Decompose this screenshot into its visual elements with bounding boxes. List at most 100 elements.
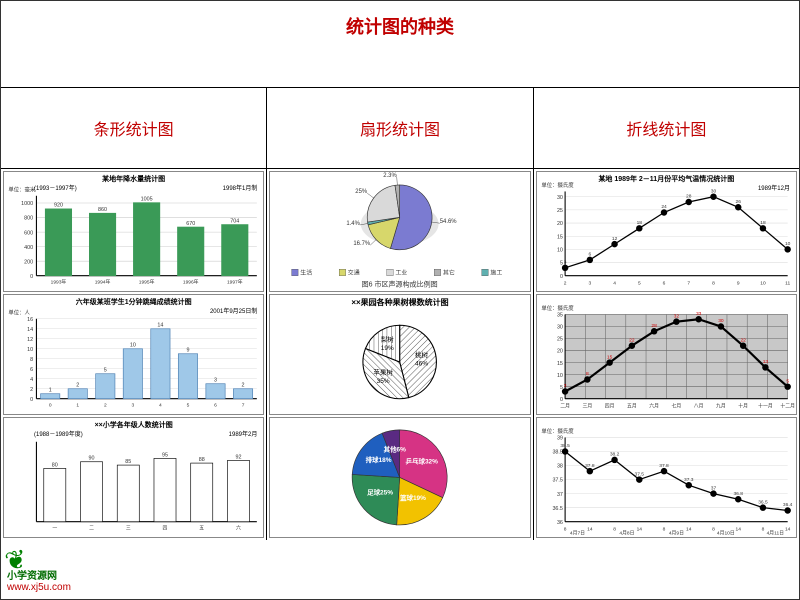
svg-text:38.5: 38.5 bbox=[552, 449, 563, 455]
svg-text:10: 10 bbox=[130, 342, 136, 348]
svg-text:4: 4 bbox=[159, 402, 162, 408]
svg-text:20: 20 bbox=[557, 349, 563, 355]
svg-text:860: 860 bbox=[98, 207, 107, 213]
svg-text:25: 25 bbox=[557, 208, 563, 214]
svg-text:2.3%: 2.3% bbox=[384, 173, 398, 179]
svg-text:7: 7 bbox=[687, 280, 690, 286]
svg-text:5: 5 bbox=[786, 378, 789, 384]
svg-text:1005: 1005 bbox=[141, 197, 153, 203]
svg-text:8: 8 bbox=[30, 357, 33, 363]
watermark-url: www.xj5u.com bbox=[7, 582, 71, 593]
svg-text:4: 4 bbox=[613, 280, 616, 286]
svg-text:四: 四 bbox=[163, 525, 168, 531]
pie-chart-2-title: ××果园各种果树棵数统计图 bbox=[270, 297, 529, 308]
svg-text:1000: 1000 bbox=[21, 201, 33, 207]
svg-text:5: 5 bbox=[104, 367, 107, 373]
svg-text:10: 10 bbox=[557, 373, 563, 379]
svg-text:六: 六 bbox=[236, 524, 241, 531]
leaf-icon: ❦ bbox=[3, 545, 29, 577]
svg-text:30: 30 bbox=[557, 324, 563, 330]
svg-text:五: 五 bbox=[199, 525, 204, 531]
line-chart-3: 3636.53737.53838.53938.537.838.237.537.8… bbox=[536, 417, 797, 538]
svg-text:4月9日: 4月9日 bbox=[668, 530, 683, 536]
svg-text:0: 0 bbox=[560, 274, 563, 280]
svg-text:16.7%: 16.7% bbox=[354, 241, 372, 247]
svg-text:6: 6 bbox=[588, 252, 591, 258]
svg-text:3: 3 bbox=[563, 259, 566, 265]
svg-text:梨树: 梨树 bbox=[381, 334, 394, 343]
svg-text:14: 14 bbox=[27, 327, 33, 333]
svg-text:24: 24 bbox=[661, 204, 667, 210]
svg-text:三: 三 bbox=[126, 525, 131, 531]
svg-text:一: 一 bbox=[52, 526, 57, 531]
line-chart-1: 某地 1989年 2－11月份平均气温情况统计图 1989年12月 051015… bbox=[536, 171, 797, 292]
svg-text:二月: 二月 bbox=[560, 403, 570, 409]
svg-text:14: 14 bbox=[157, 322, 163, 328]
svg-text:90: 90 bbox=[89, 455, 95, 461]
line-chart-2-svg: 051015202530353815222832333022135二月三月四月五… bbox=[537, 295, 796, 414]
svg-text:25%: 25% bbox=[356, 189, 369, 195]
svg-text:85: 85 bbox=[125, 459, 131, 465]
svg-text:14: 14 bbox=[735, 526, 741, 532]
svg-text:800: 800 bbox=[24, 216, 33, 222]
svg-text:桃树: 桃树 bbox=[415, 350, 428, 359]
svg-text:4: 4 bbox=[30, 377, 33, 383]
svg-text:十一月: 十一月 bbox=[758, 402, 773, 409]
svg-text:4月8日: 4月8日 bbox=[619, 530, 634, 536]
svg-text:38.5: 38.5 bbox=[560, 443, 570, 449]
svg-text:6: 6 bbox=[30, 367, 33, 373]
svg-text:80: 80 bbox=[52, 462, 58, 468]
svg-text:排球18%: 排球18% bbox=[366, 455, 392, 464]
svg-text:1996年: 1996年 bbox=[183, 278, 199, 285]
pie-chart-3: 乒乓球32%篮球19%足球25%排球18%其他6% bbox=[269, 417, 530, 538]
pie-chart-2-svg: 桃树46%苹果树35%梨树19% bbox=[270, 295, 529, 414]
svg-text:2: 2 bbox=[242, 382, 245, 388]
bar-chart-3-subright: 1989年2月 bbox=[229, 429, 258, 438]
svg-text:38.2: 38.2 bbox=[609, 451, 619, 457]
svg-text:1993年: 1993年 bbox=[51, 278, 67, 285]
svg-text:8: 8 bbox=[712, 526, 715, 532]
svg-text:1: 1 bbox=[49, 387, 52, 393]
svg-text:4月7日: 4月7日 bbox=[570, 530, 585, 536]
svg-text:单位：摄氏度: 单位：摄氏度 bbox=[541, 304, 574, 312]
svg-text:4月10日: 4月10日 bbox=[717, 530, 735, 536]
svg-text:5: 5 bbox=[560, 261, 563, 267]
svg-text:37.3: 37.3 bbox=[684, 477, 694, 483]
column-bar: 条形统计图 某地年降水量统计图 (1993－1997年) 1998年1月制 02… bbox=[1, 88, 267, 540]
svg-text:图6 市区声源构成比例图: 图6 市区声源构成比例图 bbox=[362, 280, 438, 289]
bar-chart-2-subright: 2001年9月25日制 bbox=[210, 306, 257, 315]
svg-text:八月: 八月 bbox=[693, 403, 703, 409]
svg-text:三月: 三月 bbox=[582, 403, 592, 409]
svg-text:18: 18 bbox=[636, 220, 642, 226]
svg-text:15: 15 bbox=[557, 361, 563, 367]
svg-text:37.5: 37.5 bbox=[552, 477, 563, 483]
svg-text:1997年: 1997年 bbox=[227, 278, 243, 285]
svg-text:工业: 工业 bbox=[396, 269, 408, 277]
svg-text:920: 920 bbox=[54, 203, 63, 209]
svg-text:1994年: 1994年 bbox=[95, 278, 111, 285]
bar-chart-1-subleft: (1993－1997年) bbox=[34, 183, 77, 192]
svg-text:13: 13 bbox=[762, 359, 768, 365]
svg-text:十月: 十月 bbox=[738, 402, 748, 409]
svg-text:1995年: 1995年 bbox=[139, 278, 155, 285]
svg-text:26: 26 bbox=[735, 199, 741, 205]
bar-chart-3-subleft: (1988－1989年度) bbox=[34, 429, 83, 438]
svg-text:14: 14 bbox=[636, 526, 642, 532]
svg-text:14: 14 bbox=[587, 526, 593, 532]
svg-text:3: 3 bbox=[214, 377, 217, 383]
svg-text:54.6%: 54.6% bbox=[440, 219, 458, 225]
bar-chart-3: ××小学各年级人数统计图 (1988－1989年度) 1989年2月 80一90… bbox=[3, 417, 264, 538]
bar-chart-1: 某地年降水量统计图 (1993－1997年) 1998年1月制 02004006… bbox=[3, 171, 264, 292]
svg-text:33: 33 bbox=[696, 311, 702, 317]
pie-chart-1-svg: 54.6%16.7%1.4%25%2.3%生活交通工业其它施工图6 市区声源构成… bbox=[270, 172, 529, 291]
svg-text:14: 14 bbox=[785, 526, 791, 532]
svg-text:3: 3 bbox=[563, 383, 566, 389]
svg-text:1.4%: 1.4% bbox=[347, 221, 361, 227]
svg-text:18: 18 bbox=[760, 220, 766, 226]
svg-text:37: 37 bbox=[710, 485, 716, 491]
svg-text:四月: 四月 bbox=[604, 403, 614, 409]
svg-text:2: 2 bbox=[30, 387, 33, 393]
pie-chart-3-svg: 乒乓球32%篮球19%足球25%排球18%其他6% bbox=[270, 418, 529, 537]
svg-text:10: 10 bbox=[557, 248, 563, 254]
svg-text:14: 14 bbox=[686, 526, 692, 532]
